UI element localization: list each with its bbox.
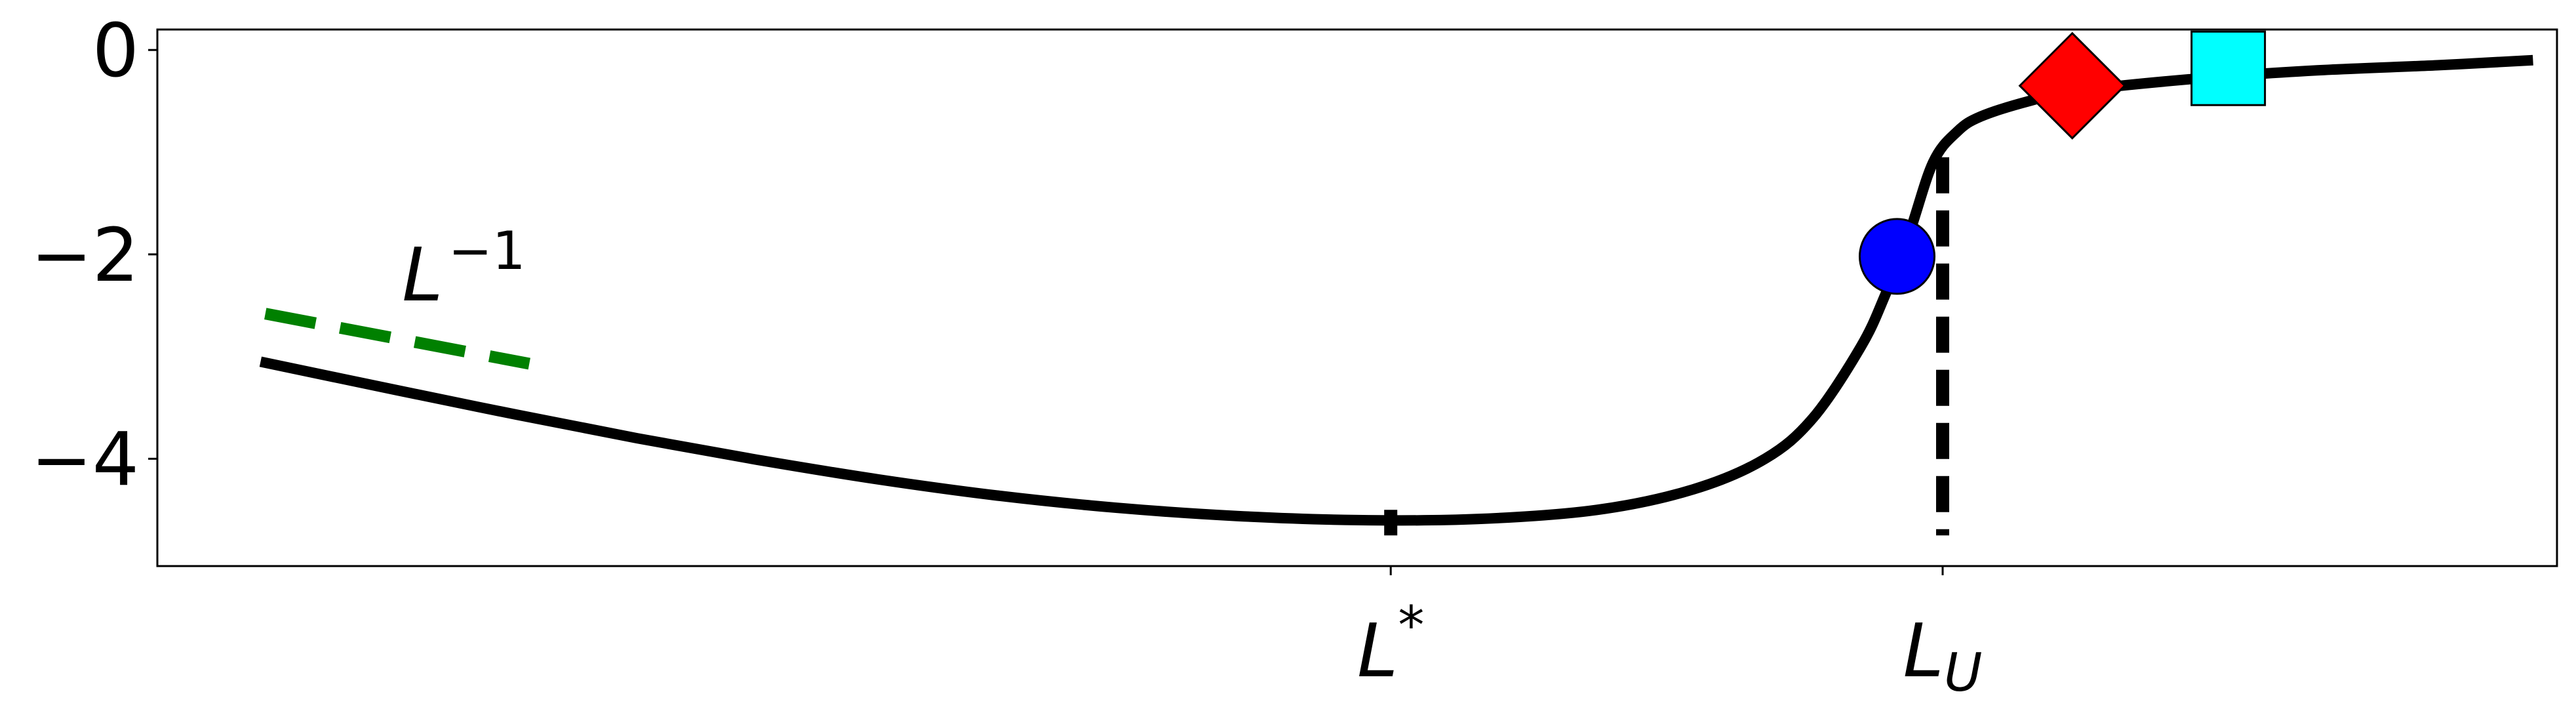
x-tick-label: L* bbox=[1357, 595, 1424, 694]
tick-layer: 0 −2 −4 L* LU bbox=[31, 9, 1983, 703]
circle-marker bbox=[1859, 218, 1935, 295]
inverse-l-annotation: L −1 bbox=[402, 220, 525, 318]
y-tick-label: −2 bbox=[31, 213, 139, 298]
x-tick-label: LU bbox=[1903, 609, 1983, 703]
plot-frame bbox=[156, 28, 2558, 567]
square-marker bbox=[2190, 30, 2267, 106]
diamond-marker bbox=[2018, 31, 2126, 140]
y-tick-label: 0 bbox=[92, 9, 139, 94]
y-tick-label: −4 bbox=[31, 417, 139, 502]
marker-layer bbox=[1859, 30, 2267, 295]
annotation-layer: L −1 bbox=[402, 220, 525, 318]
inverse-l-reference-line bbox=[264, 308, 530, 370]
